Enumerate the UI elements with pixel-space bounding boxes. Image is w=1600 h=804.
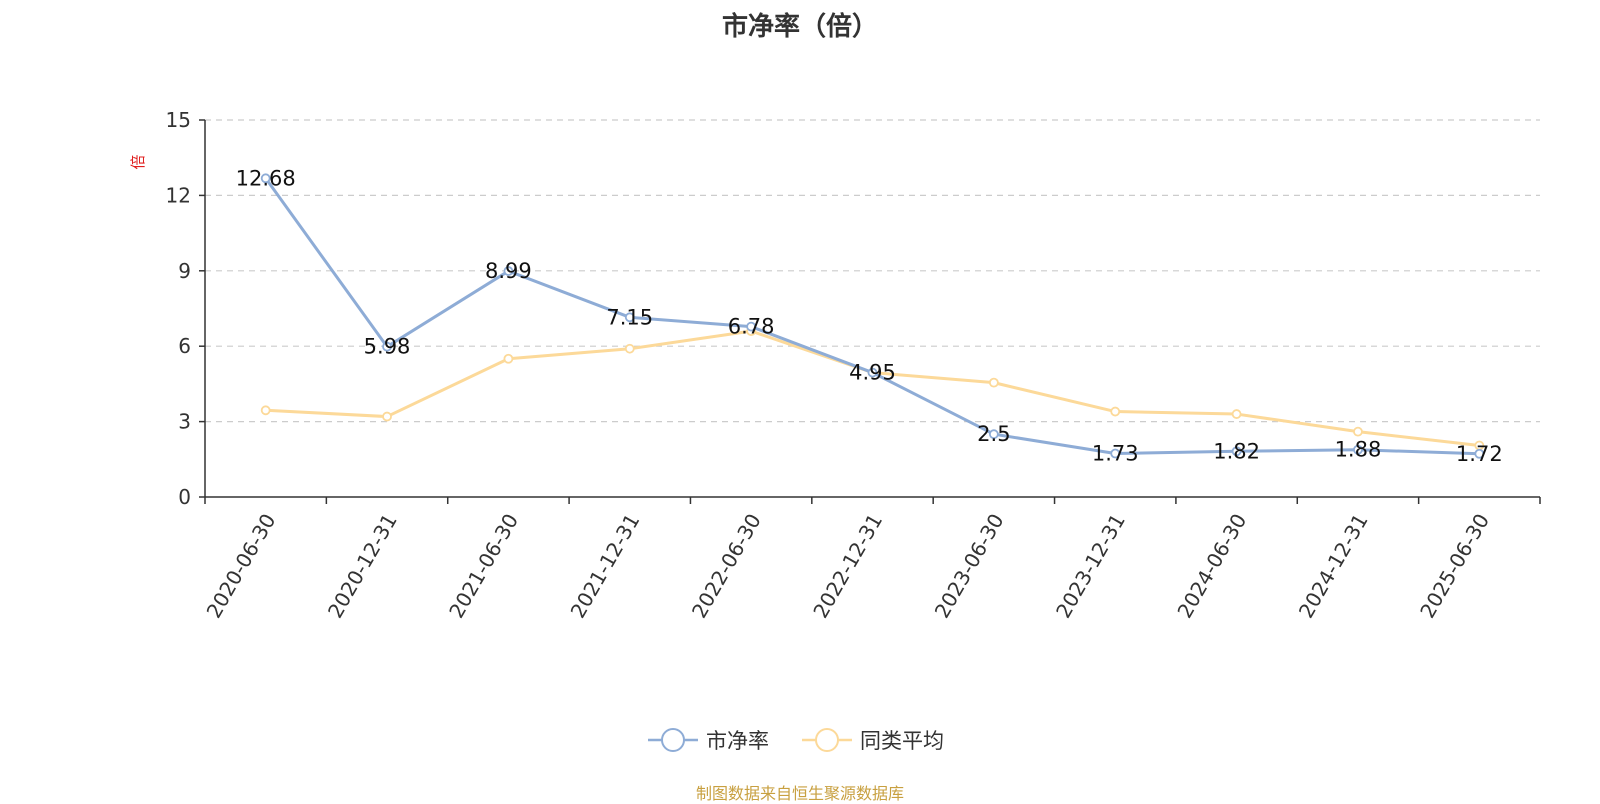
x-tick-label: 2024-12-31: [1294, 510, 1373, 623]
data-point: [382, 341, 392, 352]
data-point: [1110, 448, 1121, 459]
x-tick-label: 2023-12-31: [1051, 510, 1130, 623]
data-label: 8.99: [485, 259, 532, 283]
x-tick-label: 2022-12-31: [808, 510, 887, 623]
data-labels: 12.68 5.98 8.99 7.15 6.78 4.95 2.5 1.73 1.82 1.88…: [236, 166, 1503, 465]
x-tick-label: 2025-06-30: [1415, 510, 1494, 623]
legend-label: 市净率: [706, 729, 769, 753]
series-lines: [260, 173, 1485, 459]
x-tick-label: 2020-12-31: [323, 510, 402, 623]
data-label: 12.68: [236, 166, 296, 190]
data-label: 4.95: [849, 361, 896, 385]
y-tick-label: 6: [178, 334, 191, 358]
data-label: 6.78: [728, 315, 775, 339]
data-point: [867, 367, 878, 378]
data-point: [382, 411, 392, 422]
y-unit-label: 倍: [129, 154, 147, 169]
y-tick-label: 9: [178, 259, 191, 283]
data-point: [1474, 448, 1485, 459]
x-tick-label: 2022-06-30: [687, 510, 766, 623]
data-label: 1.82: [1213, 439, 1260, 463]
data-point: [1231, 446, 1242, 457]
data-point: [260, 405, 271, 416]
series-line: [264, 177, 1480, 456]
x-tick-label: 2023-06-30: [930, 510, 1009, 623]
data-point: [1353, 444, 1363, 455]
y-tick-label: 12: [166, 183, 191, 207]
chart-title: 市净率（倍）: [721, 12, 878, 42]
legend-item[interactable]: 同类平均: [802, 728, 944, 753]
legend-marker: [661, 728, 685, 752]
data-point: [624, 312, 635, 323]
grid-lines: [205, 119, 1540, 423]
x-tick-label: 2021-06-30: [444, 509, 523, 622]
data-point: [746, 321, 757, 332]
legend[interactable]: 市净率 同类平均: [648, 728, 944, 753]
data-point: [988, 429, 999, 440]
data-point: [1353, 426, 1363, 437]
data-point: [503, 353, 514, 364]
data-point: [260, 173, 271, 184]
data-label: 7.15: [606, 305, 653, 329]
data-point: [988, 377, 999, 388]
data-point: [1231, 409, 1242, 419]
data-point: [503, 266, 514, 276]
x-tick-label: 2024-06-30: [1172, 510, 1251, 623]
data-point: [1110, 406, 1121, 417]
source-note: 制图数据来自恒生聚源数据库: [695, 784, 904, 803]
data-label: 1.72: [1456, 442, 1503, 466]
legend-item[interactable]: 市净率: [648, 728, 769, 753]
x-tick-label: 2021-12-31: [566, 510, 645, 623]
data-label: 1.73: [1092, 442, 1139, 466]
legend-label: 同类平均: [860, 729, 944, 753]
series-line: [265, 329, 1480, 447]
data-point: [624, 343, 635, 354]
y-tick-label: 15: [166, 108, 191, 132]
data-label: 1.88: [1335, 438, 1382, 462]
x-tick-label: 2020-06-30: [202, 510, 281, 623]
y-tick-label: 3: [178, 410, 191, 434]
legend-marker: [815, 728, 839, 752]
data-label: 5.98: [364, 335, 411, 359]
y-tick-label: 0: [178, 485, 191, 509]
data-label: 2.5: [977, 422, 1010, 446]
